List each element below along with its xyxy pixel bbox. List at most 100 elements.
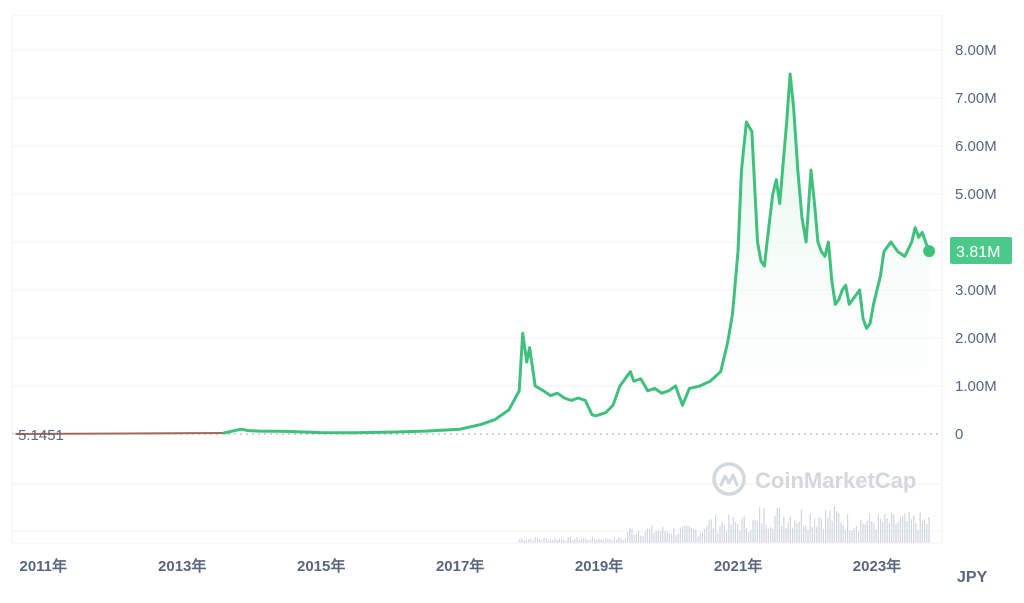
volume-bar: [622, 539, 624, 543]
volume-bar: [591, 536, 593, 543]
volume-bar: [814, 519, 816, 543]
current-price-marker: [923, 245, 936, 258]
volume-bar: [919, 512, 921, 543]
volume-bar: [864, 524, 866, 543]
volume-bar: [924, 518, 926, 543]
volume-bar: [803, 525, 805, 543]
volume-bar: [536, 538, 538, 543]
volume-bar: [653, 532, 655, 543]
volume-bar: [635, 534, 637, 543]
volume-bar: [684, 525, 686, 543]
volume-bar: [554, 538, 556, 543]
volume-bar: [915, 523, 917, 543]
volume-bar: [855, 525, 857, 543]
start-price-label-group: 5.1451: [18, 427, 64, 444]
volume-bar: [860, 519, 862, 543]
volume-bar: [660, 531, 662, 543]
volume-bar: [532, 540, 534, 543]
volume-bar: [754, 520, 756, 543]
volume-bar: [633, 535, 635, 543]
volume-bar: [629, 527, 631, 543]
volume-bar: [926, 524, 928, 543]
volume-bar: [646, 528, 648, 543]
volume-bar: [858, 531, 860, 543]
volume-bar: [699, 532, 701, 543]
volume-bar: [611, 540, 613, 543]
volume-bar: [730, 524, 732, 543]
volume-bar: [666, 531, 668, 543]
volume-bar: [745, 528, 747, 543]
volume-bar: [928, 516, 930, 543]
volume-bar: [851, 530, 853, 543]
volume-bar: [877, 513, 879, 543]
volume-bar: [618, 537, 620, 543]
volume-bar: [893, 514, 895, 543]
volume-bar: [904, 513, 906, 543]
volume-bar: [677, 533, 679, 543]
volume-bar: [649, 529, 651, 543]
volume-bar: [816, 526, 818, 543]
volume-bar: [675, 535, 677, 543]
volume-bar: [781, 525, 783, 543]
volume-bar: [765, 525, 767, 543]
price-area: [15, 74, 930, 434]
volume-bar: [891, 512, 893, 543]
volume-bar: [849, 530, 851, 543]
volume-bar: [776, 508, 778, 543]
y-tick-label: 1.00M: [955, 378, 997, 395]
volume-bar: [792, 527, 794, 543]
current-price-badge-text: 3.81M: [956, 244, 1000, 261]
volume-bar: [534, 537, 536, 543]
start-price-label: 5.1451: [18, 427, 64, 444]
volume-bar: [708, 520, 710, 543]
coinmarketcap-logo-icon: [712, 462, 746, 496]
volume-bar: [847, 514, 849, 543]
volume-bar: [805, 525, 807, 543]
volume-bar: [842, 524, 844, 543]
volume-bar: [620, 538, 622, 543]
volume-bar: [580, 539, 582, 543]
volume-bar: [567, 537, 569, 543]
volume-bar: [715, 515, 717, 543]
volume-bar: [910, 519, 912, 543]
volume-bar: [767, 528, 769, 543]
volume-bar: [809, 513, 811, 543]
volume-bar: [770, 527, 772, 543]
volume-bar: [552, 539, 554, 543]
volume-bar: [756, 520, 758, 543]
volume-bar: [838, 513, 840, 543]
y-tick-label: 6.00M: [955, 138, 997, 155]
volume-bar: [695, 530, 697, 543]
volume-bar: [844, 530, 846, 543]
volume-bar: [558, 538, 560, 543]
volume-bar: [624, 538, 626, 543]
volume-bar: [869, 513, 871, 543]
plot-frame: [11, 14, 943, 544]
volume-bar: [539, 539, 541, 543]
volume-bar: [908, 512, 910, 543]
volume-bar: [602, 540, 604, 543]
volume-bar: [607, 539, 609, 543]
volume-bar: [750, 530, 752, 543]
volume-bar: [589, 540, 591, 543]
volume-bar: [822, 529, 824, 543]
volume-bar: [712, 528, 714, 543]
volume-bar: [785, 528, 787, 543]
volume-bar: [787, 522, 789, 543]
volume-bar: [741, 518, 743, 543]
volume-bar: [737, 524, 739, 543]
volume-bar: [862, 523, 864, 543]
volume-bar: [884, 513, 886, 543]
volume-bar: [800, 509, 802, 543]
volume-bar: [528, 539, 530, 543]
volume-bar: [723, 524, 725, 543]
volume-bar: [561, 538, 563, 543]
volume-bar: [798, 521, 800, 543]
volume-bar: [565, 540, 567, 543]
volume-bar: [704, 529, 706, 543]
volume-bar: [853, 528, 855, 543]
volume-bar: [682, 526, 684, 543]
volume-bar: [895, 523, 897, 543]
volume-bar: [563, 540, 565, 543]
